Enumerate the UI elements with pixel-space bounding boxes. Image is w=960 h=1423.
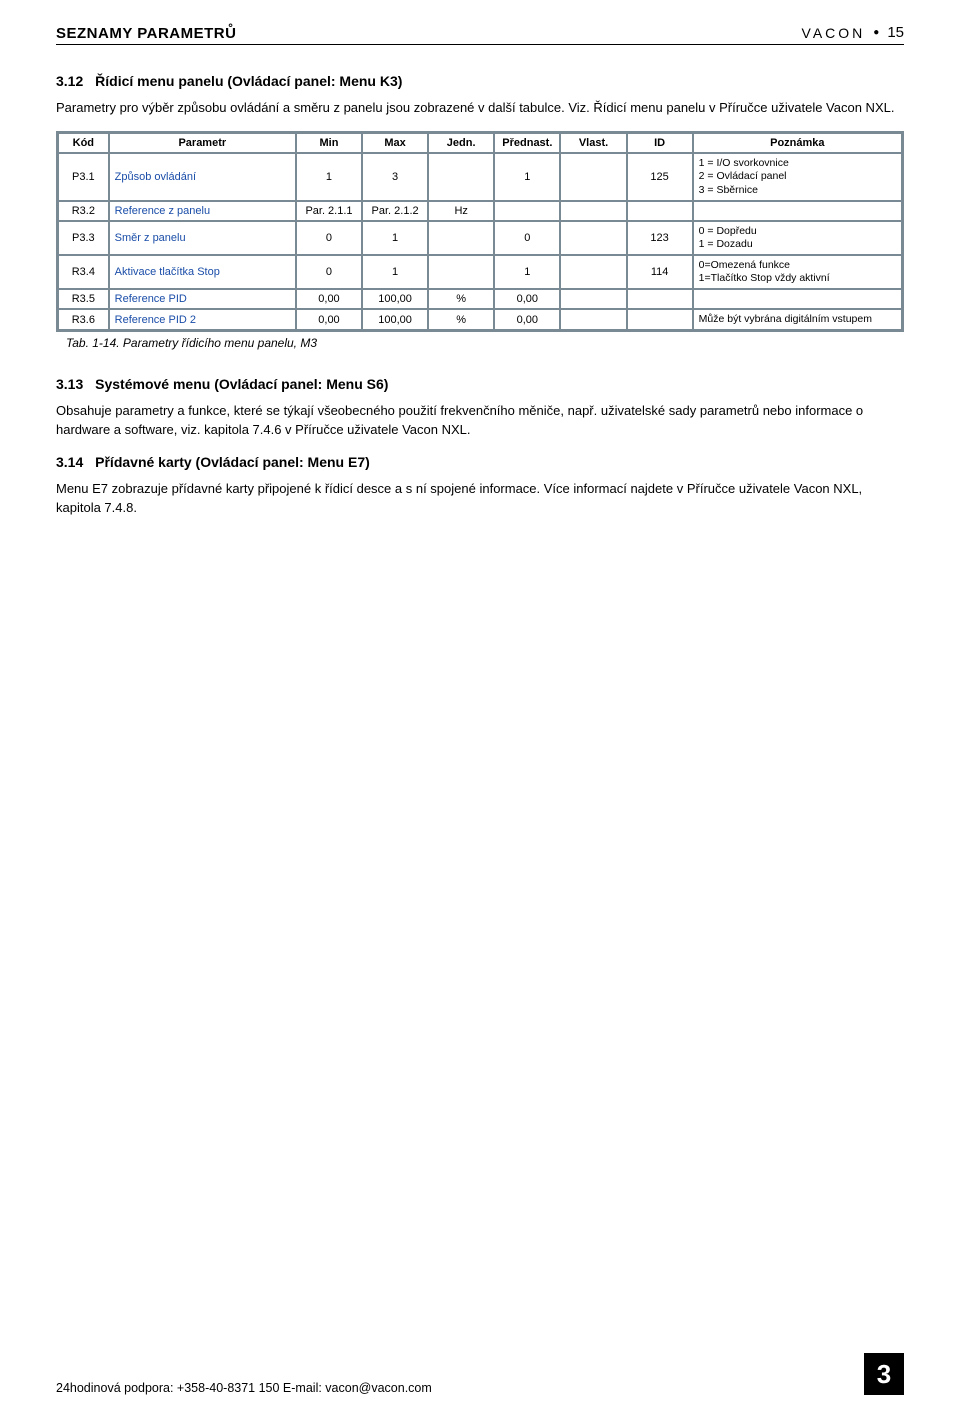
chapter-box: 3	[864, 1353, 904, 1395]
section-title: Řídicí menu panelu (Ovládací panel: Menu…	[95, 73, 402, 89]
cell-id	[627, 289, 693, 309]
col-kod: Kód	[58, 133, 109, 153]
header-left-title: SEZNAMY PARAMETRŮ	[56, 25, 236, 42]
cell-jedn	[428, 255, 494, 289]
cell-kod: P3.3	[58, 221, 109, 255]
cell-jedn: Hz	[428, 201, 494, 221]
cell-poznamka: 0 = Dopředu1 = Dozadu	[693, 221, 902, 255]
page-number: 15	[887, 24, 904, 41]
cell-vlast	[560, 153, 626, 200]
cell-max: 100,00	[362, 309, 428, 330]
col-jedn: Jedn.	[428, 133, 494, 153]
cell-poznamka	[693, 289, 902, 309]
col-pozn: Poznámka	[693, 133, 902, 153]
cell-parametr: Reference z panelu	[109, 201, 296, 221]
section-3-12-heading: 3.12 Řídicí menu panelu (Ovládací panel:…	[56, 73, 904, 89]
col-predn: Přednast.	[494, 133, 560, 153]
parameter-table: Kód Parametr Min Max Jedn. Přednast. Vla…	[56, 131, 904, 332]
header-right: VACON ● 15	[802, 24, 904, 41]
cell-poznamka: 0=Omezená funkce1=Tlačítko Stop vždy akt…	[693, 255, 902, 289]
cell-prednast: 0,00	[494, 309, 560, 330]
section-3-13-paragraph: Obsahuje parametry a funkce, které se tý…	[56, 402, 904, 440]
table-row: R3.6Reference PID 20,00100,00%0,00Může b…	[58, 309, 902, 330]
section-3-14-paragraph: Menu E7 zobrazuje přídavné karty připoje…	[56, 480, 904, 518]
table-row: P3.1Způsob ovládání1311251 = I/O svorkov…	[58, 153, 902, 200]
cell-kod: R3.2	[58, 201, 109, 221]
col-id: ID	[627, 133, 693, 153]
cell-min: 0,00	[296, 289, 362, 309]
section-3-14-heading: 3.14 Přídavné karty (Ovládací panel: Men…	[56, 454, 904, 470]
cell-min: 0,00	[296, 309, 362, 330]
section-title: Přídavné karty (Ovládací panel: Menu E7)	[95, 454, 370, 470]
cell-prednast: 1	[494, 255, 560, 289]
section-3-13-heading: 3.13 Systémové menu (Ovládací panel: Men…	[56, 376, 904, 392]
section-title: Systémové menu (Ovládací panel: Menu S6)	[95, 376, 388, 392]
cell-min: 0	[296, 255, 362, 289]
section-number: 3.12	[56, 73, 83, 89]
cell-vlast	[560, 309, 626, 330]
table-row: R3.2Reference z paneluPar. 2.1.1Par. 2.1…	[58, 201, 902, 221]
cell-poznamka: 1 = I/O svorkovnice2 = Ovládací panel3 =…	[693, 153, 902, 200]
support-line: 24hodinová podpora: +358-40-8371 150 E-m…	[56, 1381, 432, 1395]
cell-poznamka: Může být vybrána digitálním vstupem	[693, 309, 902, 330]
cell-prednast: 1	[494, 153, 560, 200]
cell-max: 3	[362, 153, 428, 200]
table-row: R3.4Aktivace tlačítka Stop0111140=Omezen…	[58, 255, 902, 289]
cell-id: 123	[627, 221, 693, 255]
cell-vlast	[560, 221, 626, 255]
cell-prednast: 0,00	[494, 289, 560, 309]
cell-vlast	[560, 289, 626, 309]
cell-max: Par. 2.1.2	[362, 201, 428, 221]
col-min: Min	[296, 133, 362, 153]
cell-kod: R3.5	[58, 289, 109, 309]
col-vlast: Vlast.	[560, 133, 626, 153]
cell-id: 125	[627, 153, 693, 200]
cell-kod: R3.4	[58, 255, 109, 289]
table-row: R3.5Reference PID0,00100,00%0,00	[58, 289, 902, 309]
section-number: 3.13	[56, 376, 83, 392]
cell-jedn	[428, 221, 494, 255]
cell-vlast	[560, 255, 626, 289]
cell-poznamka	[693, 201, 902, 221]
section-number: 3.14	[56, 454, 83, 470]
cell-jedn: %	[428, 309, 494, 330]
table-caption: Tab. 1-14. Parametry řídicího menu panel…	[66, 336, 904, 350]
cell-parametr: Reference PID	[109, 289, 296, 309]
cell-id: 114	[627, 255, 693, 289]
cell-parametr: Reference PID 2	[109, 309, 296, 330]
col-param: Parametr	[109, 133, 296, 153]
cell-id	[627, 309, 693, 330]
cell-kod: P3.1	[58, 153, 109, 200]
table-header-row: Kód Parametr Min Max Jedn. Přednast. Vla…	[58, 133, 902, 153]
bullet-icon: ●	[873, 27, 879, 38]
cell-min: Par. 2.1.1	[296, 201, 362, 221]
cell-kod: R3.6	[58, 309, 109, 330]
cell-min: 0	[296, 221, 362, 255]
section-3-12-paragraph: Parametry pro výběr způsobu ovládání a s…	[56, 99, 904, 118]
cell-jedn: %	[428, 289, 494, 309]
cell-prednast	[494, 201, 560, 221]
cell-max: 1	[362, 221, 428, 255]
cell-jedn	[428, 153, 494, 200]
cell-max: 1	[362, 255, 428, 289]
table-row: P3.3Směr z panelu0101230 = Dopředu1 = Do…	[58, 221, 902, 255]
cell-min: 1	[296, 153, 362, 200]
cell-parametr: Směr z panelu	[109, 221, 296, 255]
cell-prednast: 0	[494, 221, 560, 255]
cell-vlast	[560, 201, 626, 221]
page-footer: 24hodinová podpora: +358-40-8371 150 E-m…	[56, 1353, 904, 1395]
col-max: Max	[362, 133, 428, 153]
cell-id	[627, 201, 693, 221]
cell-parametr: Aktivace tlačítka Stop	[109, 255, 296, 289]
cell-max: 100,00	[362, 289, 428, 309]
cell-parametr: Způsob ovládání	[109, 153, 296, 200]
page-header: SEZNAMY PARAMETRŮ VACON ● 15	[56, 24, 904, 45]
brand-text: VACON	[802, 25, 866, 41]
